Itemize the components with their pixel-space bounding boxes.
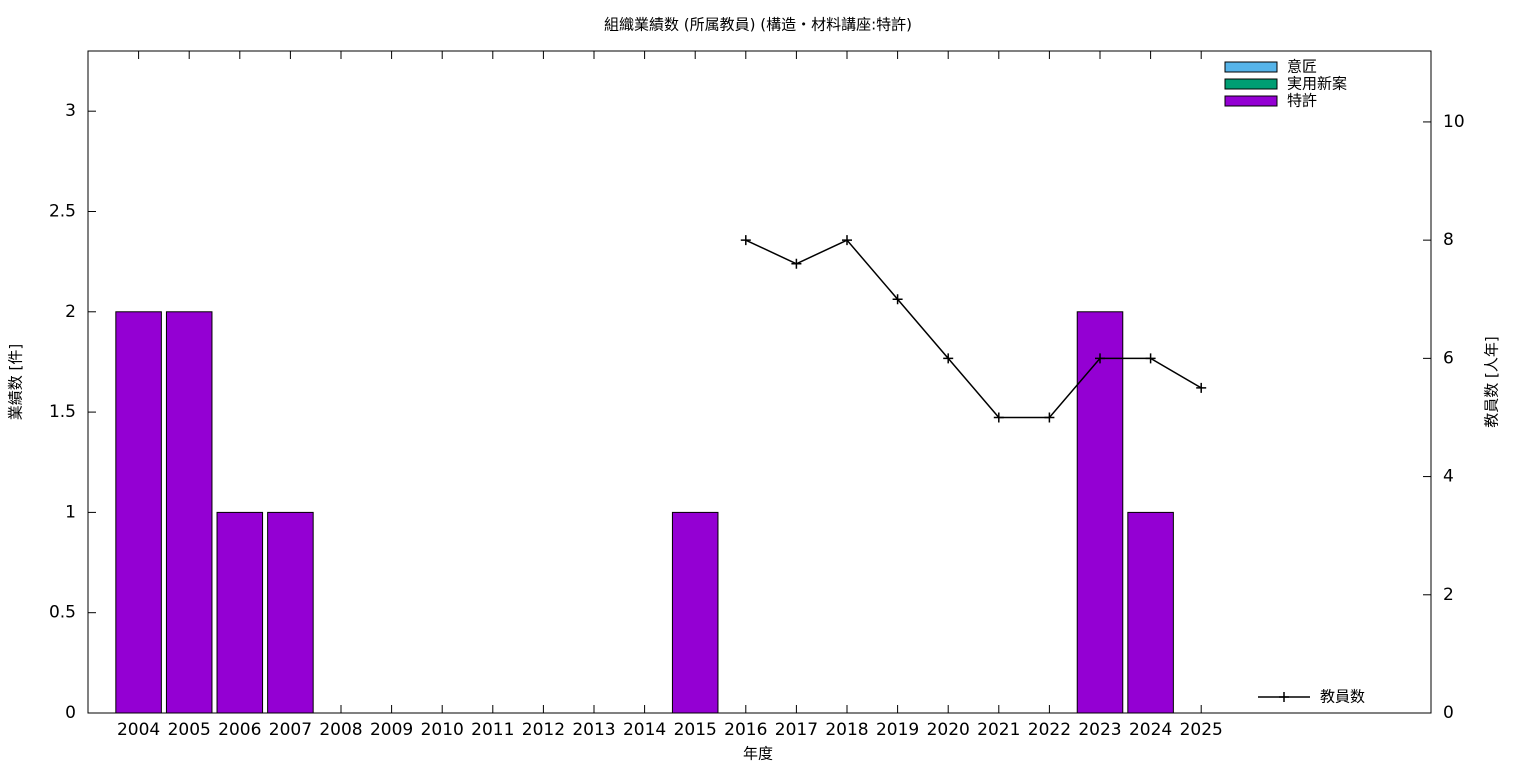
x-tick-label: 2012 xyxy=(522,720,565,740)
point xyxy=(943,353,954,364)
x-tick-label: 2022 xyxy=(1028,720,1071,740)
x-tick-label: 2010 xyxy=(421,720,464,740)
point xyxy=(1196,382,1207,393)
x-tick-label: 2021 xyxy=(977,720,1020,740)
x-tick-label: 2017 xyxy=(775,720,818,740)
point xyxy=(892,294,903,305)
legend-label: 特許 xyxy=(1287,92,1317,110)
x-tick-label: 2008 xyxy=(319,720,362,740)
x-tick-label: 2005 xyxy=(168,720,211,740)
x-tick-label: 2025 xyxy=(1180,720,1223,740)
point xyxy=(842,235,852,246)
bar xyxy=(1076,311,1124,714)
y2-tick-label: 8 xyxy=(1443,230,1454,250)
legend-marker xyxy=(1279,692,1289,702)
bar xyxy=(165,311,213,714)
legend-swatch xyxy=(1224,78,1278,90)
y-tick-label: 1 xyxy=(65,502,76,522)
x-tick-label: 2007 xyxy=(269,720,312,740)
y2-tick-label: 0 xyxy=(1443,703,1454,723)
y-tick-label: 1.5 xyxy=(49,402,76,422)
x-tick-label: 2014 xyxy=(623,720,666,740)
x-tick-label: 2019 xyxy=(876,720,919,740)
plot-frame xyxy=(87,50,1432,714)
bar xyxy=(267,511,314,714)
point xyxy=(1145,353,1156,364)
chart-title: 組織業績数 (所属教員) (構造・材料講座:特許) xyxy=(604,16,912,34)
x-tick-label: 2009 xyxy=(370,720,413,740)
y-tick-label: 0 xyxy=(65,703,76,723)
y2-axis-label: 教員数 [人年] xyxy=(1483,336,1501,427)
legend-swatch xyxy=(1224,95,1278,107)
point xyxy=(740,235,751,246)
x-tick-label: 2013 xyxy=(572,720,615,740)
x-tick-label: 2004 xyxy=(117,720,160,740)
bar xyxy=(216,511,264,714)
y-tick-label: 2 xyxy=(65,302,76,322)
bar xyxy=(671,511,719,714)
x-tick-label: 2006 xyxy=(218,720,261,740)
legend-swatch xyxy=(1224,61,1278,73)
y2-tick-label: 4 xyxy=(1443,467,1454,487)
point xyxy=(791,258,802,269)
x-tick-label: 2024 xyxy=(1129,720,1172,740)
x-tick-label: 2016 xyxy=(724,720,767,740)
y-tick-label: 3 xyxy=(65,101,76,121)
y-axis-label: 業績数 [件] xyxy=(7,344,25,420)
y-tick-label: 0.5 xyxy=(49,603,76,623)
y2-tick-label: 2 xyxy=(1443,585,1454,605)
x-tick-label: 2020 xyxy=(927,720,970,740)
legend-label: 教員数 xyxy=(1320,688,1365,706)
bar xyxy=(115,311,162,714)
x-tick-label: 2015 xyxy=(674,720,717,740)
bar xyxy=(1127,511,1174,714)
y2-tick-label: 10 xyxy=(1443,112,1465,132)
point xyxy=(993,412,1004,423)
legend-label: 意匠 xyxy=(1287,58,1317,76)
point xyxy=(1095,353,1105,364)
line xyxy=(745,239,1202,419)
x-tick-label: 2018 xyxy=(825,720,868,740)
x-tick-label: 2011 xyxy=(471,720,514,740)
point xyxy=(1044,412,1055,423)
legend-label: 実用新案 xyxy=(1287,75,1347,93)
y2-tick-label: 6 xyxy=(1443,348,1454,368)
x-axis-label: 年度 xyxy=(743,745,773,763)
x-tick-label: 2023 xyxy=(1078,720,1121,740)
y-tick-label: 2.5 xyxy=(49,201,76,221)
